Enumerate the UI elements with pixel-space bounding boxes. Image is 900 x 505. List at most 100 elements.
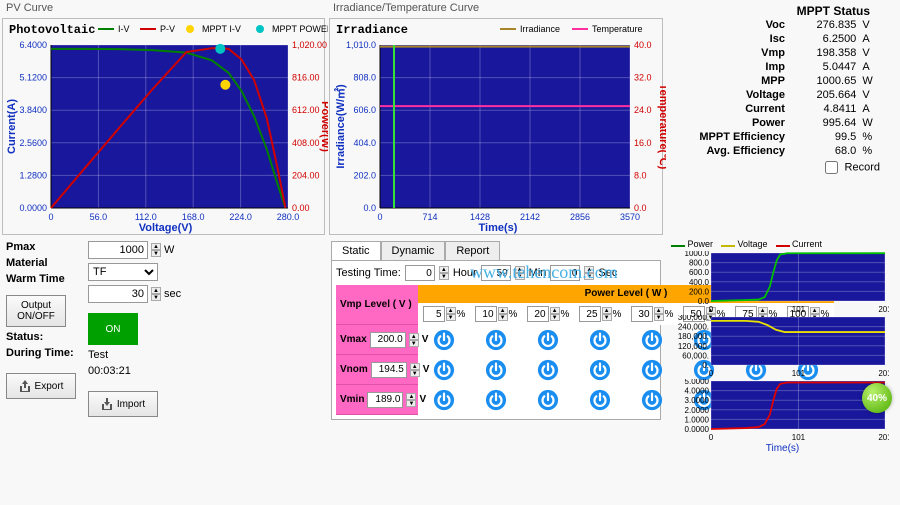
warmtime-input[interactable]	[88, 285, 148, 303]
svg-text:Irradiance: Irradiance	[336, 23, 408, 37]
svg-text:0.00: 0.00	[292, 203, 310, 213]
vmax-input[interactable]	[370, 332, 406, 348]
power-btn[interactable]	[470, 325, 522, 355]
svg-text:3.8400: 3.8400	[19, 105, 47, 115]
svg-text:3570: 3570	[620, 212, 640, 222]
svg-text:Time(s): Time(s)	[479, 222, 518, 234]
pmax-input[interactable]	[88, 241, 148, 259]
power-btn[interactable]	[574, 325, 626, 355]
svg-text:300,000.: 300,000.	[678, 315, 709, 322]
power-btn[interactable]	[418, 385, 470, 415]
svg-text:101: 101	[792, 305, 806, 313]
mppt-val: 276.835	[787, 18, 858, 32]
svg-text:MPPT I-V: MPPT I-V	[202, 24, 241, 34]
svg-text:224.0: 224.0	[229, 212, 252, 222]
pct-cell[interactable]: ▲▼%	[522, 303, 574, 325]
svg-text:5.0000: 5.0000	[685, 379, 710, 386]
pct-cell[interactable]: ▲▼%	[418, 303, 470, 325]
svg-text:816.00: 816.00	[292, 73, 320, 83]
mini-power-chart: 0.0200.0400.0600.0800.01000.00101201	[671, 251, 889, 313]
vmin-input[interactable]	[367, 392, 403, 408]
import-button[interactable]: Import	[88, 391, 158, 417]
mppt-status-panel: MPPT Status Voc276.835VIsc6.2500AVmp198.…	[665, 0, 900, 177]
hour-input[interactable]	[405, 265, 435, 281]
sec-input[interactable]	[550, 265, 580, 281]
svg-text:56.0: 56.0	[90, 212, 108, 222]
svg-text:Irradiance: Irradiance	[520, 24, 560, 34]
record-label: Record	[845, 161, 880, 173]
svg-text:4.0000: 4.0000	[685, 387, 710, 396]
pct-cell[interactable]: ▲▼%	[574, 303, 626, 325]
during-label: During Time:	[6, 347, 76, 359]
power-btn[interactable]	[418, 355, 470, 385]
row-header: Vmp Level ( V )	[336, 285, 418, 325]
mini-current-chart: 0.00001.00002.00003.00004.00005.00000101…	[671, 379, 889, 441]
power-btn[interactable]	[522, 385, 574, 415]
mppt-unit: A	[858, 102, 894, 116]
power-btn[interactable]	[522, 325, 574, 355]
export-button[interactable]: Export	[6, 373, 76, 399]
mppt-unit: V	[858, 18, 894, 32]
during-value: 00:03:21	[88, 365, 180, 377]
row-header: Vmax▲▼V	[336, 325, 418, 355]
testtime-label: Testing Time:	[336, 267, 401, 279]
min-input[interactable]	[481, 265, 511, 281]
pmax-unit: W	[164, 244, 174, 256]
svg-text:Current(A): Current(A)	[6, 99, 18, 154]
output-btn-label: Output ON/OFF	[17, 300, 55, 322]
row-header: Vmin▲▼V	[336, 385, 418, 415]
svg-text:1.2800: 1.2800	[19, 170, 47, 180]
times-axis-label: Time(s)	[665, 443, 900, 454]
svg-text:6.4000: 6.4000	[19, 40, 47, 50]
tab-static[interactable]: Static	[331, 241, 381, 260]
output-onoff-button[interactable]: Output ON/OFF	[6, 295, 66, 327]
power-btn[interactable]	[418, 325, 470, 355]
warm-spin[interactable]: ▲▼	[151, 287, 161, 301]
mppt-key: Voc	[671, 18, 787, 32]
static-panel: Testing Time: ▲▼ Hour ▲▼ Min ▲▼ Sec Vmp …	[331, 260, 661, 420]
svg-text:40.0: 40.0	[634, 40, 652, 50]
svg-text:180,000.: 180,000.	[678, 332, 709, 341]
record-checkbox[interactable]	[825, 161, 838, 174]
svg-text:204.00: 204.00	[292, 170, 320, 180]
pmax-spin[interactable]: ▲▼	[151, 243, 161, 257]
material-select[interactable]: TF	[88, 263, 158, 281]
pct-cell[interactable]: ▲▼%	[470, 303, 522, 325]
svg-text:612.00: 612.00	[292, 105, 320, 115]
irr-title: Irradiance/Temperature Curve	[327, 0, 665, 16]
svg-text:808.0: 808.0	[353, 73, 376, 83]
svg-text:1.0000: 1.0000	[685, 415, 710, 424]
svg-text:0: 0	[377, 212, 382, 222]
tab-dynamic[interactable]: Dynamic	[381, 241, 446, 260]
mppt-val: 198.358	[787, 46, 858, 60]
svg-text:280.0: 280.0	[277, 212, 300, 222]
svg-text:0: 0	[709, 305, 714, 313]
mppt-key: Avg. Efficiency	[671, 144, 787, 158]
svg-text:120,000.: 120,000.	[678, 342, 709, 351]
svg-text:60,000.: 60,000.	[682, 351, 709, 360]
power-btn[interactable]	[574, 385, 626, 415]
mppt-unit: V	[858, 46, 894, 60]
status-value: Test	[88, 349, 180, 361]
svg-text:P-V: P-V	[160, 24, 175, 34]
svg-text:24.0: 24.0	[634, 105, 652, 115]
svg-text:I-V: I-V	[118, 24, 130, 34]
svg-text:2856: 2856	[570, 212, 590, 222]
power-btn[interactable]	[470, 385, 522, 415]
svg-text:MPPT POWER: MPPT POWER	[272, 24, 328, 34]
mini-legend: Power Voltage Current	[671, 239, 894, 249]
svg-text:5.1200: 5.1200	[19, 73, 47, 83]
svg-text:Irradiance(W/㎡): Irradiance(W/㎡)	[333, 84, 347, 169]
mppt-val: 1000.65	[787, 74, 858, 88]
svg-text:201: 201	[878, 369, 889, 377]
power-btn[interactable]	[574, 355, 626, 385]
mini-voltage-chart: 0.60,000.120,000.180,000.240,000.300,000…	[671, 315, 889, 377]
power-btn[interactable]	[470, 355, 522, 385]
pv-title: PV Curve	[0, 0, 327, 16]
irr-chart: IrradianceIrradianceTemperature071414282…	[330, 19, 666, 234]
svg-text:2.0000: 2.0000	[685, 406, 710, 415]
tab-report[interactable]: Report	[445, 241, 500, 260]
power-btn[interactable]	[522, 355, 574, 385]
vnom-input[interactable]	[371, 362, 407, 378]
mppt-val: 6.2500	[787, 32, 858, 46]
